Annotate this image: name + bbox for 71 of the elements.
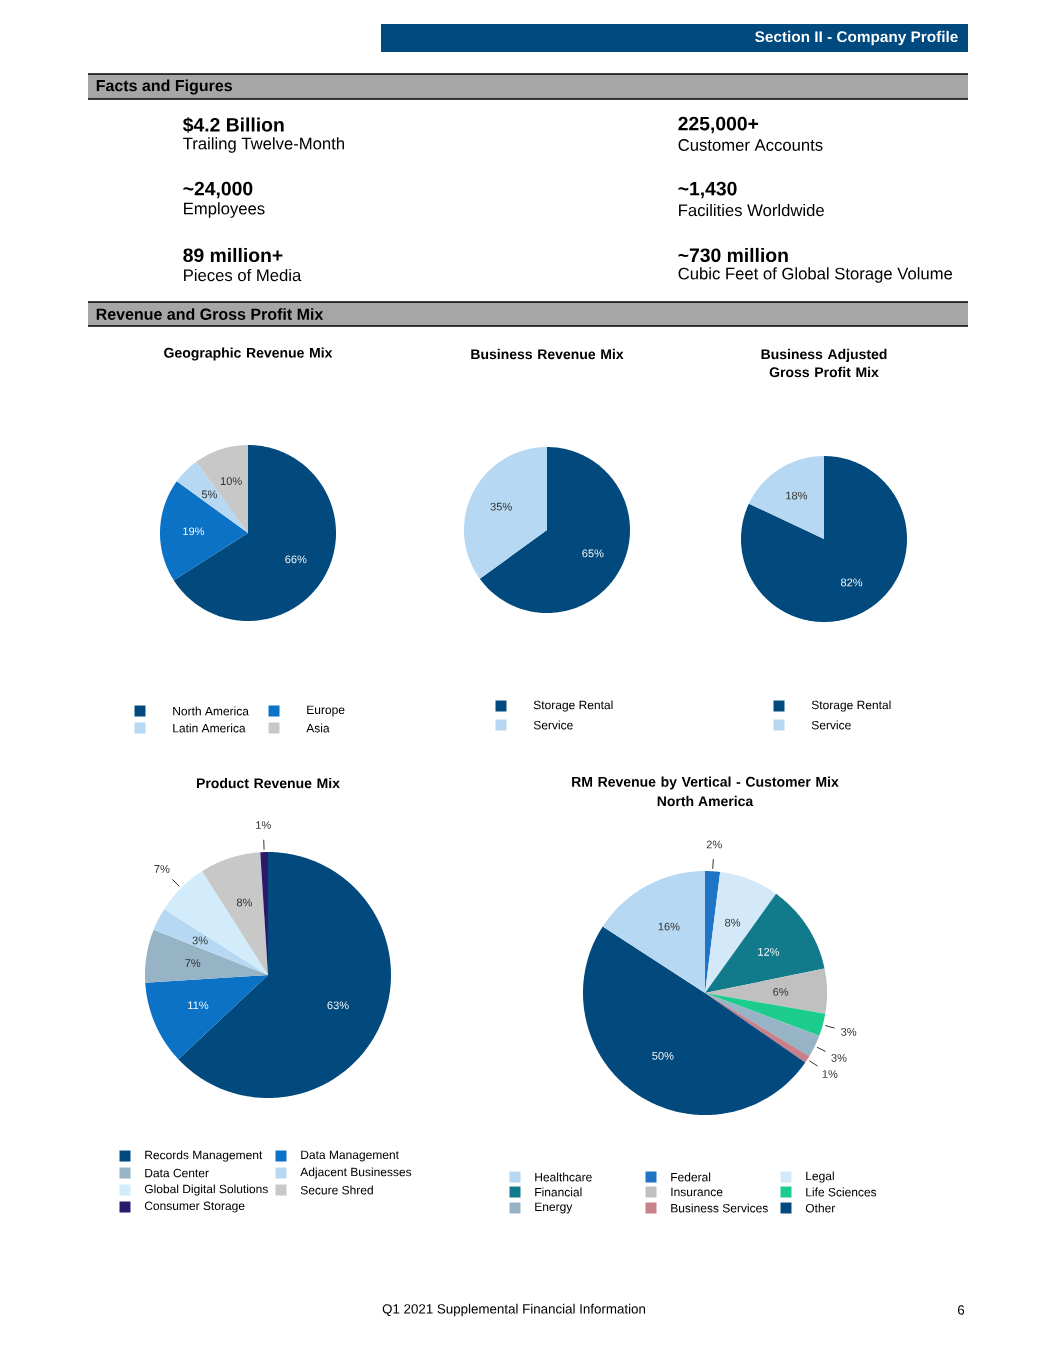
data-label: 63% (327, 1001, 349, 1010)
legend-label: Other (805, 1203, 836, 1213)
chart-title: RM Revenue by Vertical - Customer Mix (572, 776, 839, 790)
data-label: 66% (285, 555, 307, 564)
legend-label: Business Services (671, 1203, 768, 1213)
legend-label: Consumer Storage (144, 1201, 245, 1213)
text: 225,000+ (678, 116, 759, 134)
legend-label: Storage Rental (533, 700, 613, 712)
legend-label: Secure Shred (300, 1185, 373, 1195)
data-label: 8% (725, 918, 741, 927)
legend-label: Life Sciences (806, 1187, 877, 1197)
text: 89 million+ (183, 247, 283, 263)
legend-label: Energy (535, 1202, 573, 1214)
text: Revenue and Gross Profit Mix (96, 308, 324, 320)
text: Facts and Figures (96, 79, 232, 95)
legend-label: Federal (671, 1172, 711, 1182)
legend-label: Records Management (145, 1150, 263, 1162)
data-label: 7% (185, 959, 201, 967)
chart-title: Business Adjusted Gross Profit Mix (761, 348, 887, 378)
text: ~24,000 (183, 181, 253, 199)
data-label: 8% (236, 898, 253, 907)
text: Facilities Worldwide (679, 203, 824, 217)
text: ~730 million (678, 247, 788, 263)
legend-label: Asia (306, 723, 330, 733)
legend-label: North America (173, 706, 249, 716)
data-label: 50% (652, 1051, 674, 1060)
text: Cubic Feet of Global Storage Volume (678, 267, 953, 283)
legend-label: Storage Rental (811, 700, 891, 712)
text: 6 (957, 1305, 965, 1315)
data-label: 18% (786, 491, 808, 500)
legend-label: Insurance (671, 1187, 723, 1197)
chart-title: Geographic Revenue Mix (164, 347, 333, 361)
data-label: 1% (256, 821, 271, 829)
data-label: 6% (773, 987, 789, 996)
data-label: 3% (841, 1028, 857, 1036)
data-label: 1% (822, 1070, 838, 1078)
legend-label: Data Center (145, 1168, 209, 1178)
data-label: 12% (758, 947, 780, 956)
legend-label: Healthcare (535, 1172, 592, 1182)
text: ~1,430 (678, 181, 737, 199)
data-label: 19% (183, 527, 205, 536)
legend-label: Global Digital Solutions (144, 1184, 268, 1196)
data-label: 35% (490, 502, 512, 511)
data-label: 3% (831, 1053, 847, 1062)
data-label: 65% (582, 549, 604, 558)
text: $4.2 Billion (182, 117, 284, 133)
legend-label: Data Management (301, 1150, 399, 1162)
text: Employees (184, 202, 265, 218)
chart-title: Business Revenue Mix (471, 348, 624, 360)
data-label: 2% (706, 840, 722, 849)
chart-title: Product Revenue Mix (196, 777, 340, 789)
chart-subtitle: North America (657, 795, 754, 807)
text: Section II - Company Profile (755, 30, 958, 46)
legend-label: Service (533, 720, 573, 730)
legend-label: Financial (535, 1187, 582, 1197)
legend-label: Legal (806, 1171, 834, 1183)
text: Trailing Twelve-Month (183, 137, 344, 153)
legend-label: Service (811, 720, 851, 730)
data-label: 10% (220, 477, 242, 486)
data-label: 5% (201, 490, 218, 499)
data-label: 3% (192, 936, 208, 945)
data-label: 7% (154, 865, 170, 873)
data-label: 82% (840, 578, 863, 587)
legend-label: Latin America (173, 723, 246, 733)
data-label: 16% (658, 922, 680, 931)
text: Pieces of Media (184, 268, 302, 282)
legend-label: Europe (307, 705, 345, 717)
text: Q1 2021 Supplemental Financial Information (382, 1303, 646, 1317)
data-label: 11% (188, 1001, 209, 1010)
text: Customer Accounts (678, 139, 823, 151)
legend-label: Adjacent Businesses (300, 1167, 412, 1179)
